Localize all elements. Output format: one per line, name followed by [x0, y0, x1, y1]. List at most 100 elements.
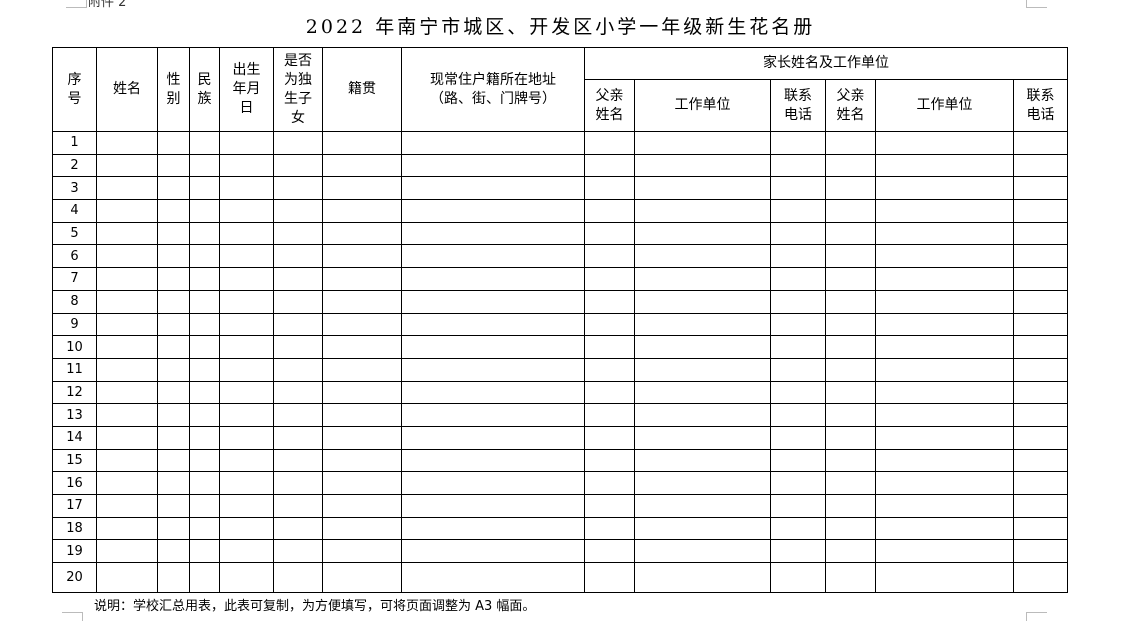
- table-cell[interactable]: [96, 539, 158, 564]
- table-cell[interactable]: [825, 357, 876, 382]
- table-cell[interactable]: [401, 221, 585, 246]
- table-cell[interactable]: [273, 403, 323, 427]
- table-cell[interactable]: [875, 425, 1014, 450]
- table-cell[interactable]: [96, 131, 158, 155]
- table-cell[interactable]: [189, 153, 220, 178]
- table-cell[interactable]: [219, 131, 274, 155]
- table-cell[interactable]: [219, 267, 274, 291]
- table-cell[interactable]: [825, 335, 876, 359]
- table-cell[interactable]: [1012, 289, 1069, 314]
- table-cell[interactable]: [157, 199, 190, 223]
- table-cell[interactable]: [825, 448, 876, 473]
- table-cell[interactable]: [322, 539, 402, 564]
- table-cell[interactable]: [584, 289, 635, 314]
- table-cell[interactable]: [1012, 380, 1069, 405]
- table-cell[interactable]: [825, 153, 876, 178]
- table-cell[interactable]: [1012, 131, 1069, 155]
- table-cell[interactable]: [634, 176, 771, 201]
- table-cell[interactable]: [875, 153, 1014, 178]
- table-cell[interactable]: [189, 267, 220, 291]
- table-cell[interactable]: [634, 312, 771, 337]
- table-cell[interactable]: [322, 562, 402, 594]
- table-cell[interactable]: [273, 312, 323, 337]
- table-cell[interactable]: [189, 403, 220, 427]
- table-cell[interactable]: [770, 403, 826, 427]
- table-cell[interactable]: [273, 357, 323, 382]
- table-cell[interactable]: [584, 221, 635, 246]
- table-cell[interactable]: [322, 516, 402, 541]
- table-cell[interactable]: [273, 335, 323, 359]
- table-cell[interactable]: [401, 448, 585, 473]
- table-cell[interactable]: [825, 471, 876, 495]
- table-cell[interactable]: [273, 244, 323, 269]
- table-cell[interactable]: [401, 153, 585, 178]
- table-cell[interactable]: [157, 425, 190, 450]
- table-cell[interactable]: [401, 289, 585, 314]
- table-cell[interactable]: [1012, 562, 1069, 594]
- table-cell[interactable]: [322, 289, 402, 314]
- table-cell[interactable]: [322, 131, 402, 155]
- table-cell[interactable]: [1012, 357, 1069, 382]
- table-cell[interactable]: [825, 221, 876, 246]
- table-cell[interactable]: [634, 244, 771, 269]
- table-cell[interactable]: [634, 153, 771, 178]
- table-cell[interactable]: [1012, 471, 1069, 495]
- table-cell[interactable]: [273, 176, 323, 201]
- table-cell[interactable]: [273, 516, 323, 541]
- table-cell[interactable]: [322, 494, 402, 518]
- table-cell[interactable]: [96, 425, 158, 450]
- table-cell[interactable]: [584, 403, 635, 427]
- table-cell[interactable]: [401, 335, 585, 359]
- table-cell[interactable]: [1012, 539, 1069, 564]
- table-cell[interactable]: [770, 312, 826, 337]
- table-cell[interactable]: [875, 335, 1014, 359]
- table-cell[interactable]: [157, 244, 190, 269]
- table-cell[interactable]: [273, 153, 323, 178]
- table-cell[interactable]: [825, 425, 876, 450]
- table-cell[interactable]: [219, 516, 274, 541]
- table-cell[interactable]: [875, 516, 1014, 541]
- table-cell[interactable]: [634, 403, 771, 427]
- table-cell[interactable]: [273, 425, 323, 450]
- table-cell[interactable]: [1012, 312, 1069, 337]
- table-cell[interactable]: [189, 562, 220, 594]
- table-cell[interactable]: [322, 244, 402, 269]
- table-cell[interactable]: [401, 471, 585, 495]
- table-cell[interactable]: [96, 267, 158, 291]
- table-cell[interactable]: [401, 176, 585, 201]
- table-cell[interactable]: [584, 380, 635, 405]
- table-cell[interactable]: [584, 267, 635, 291]
- table-cell[interactable]: [401, 131, 585, 155]
- table-cell[interactable]: [1012, 425, 1069, 450]
- table-cell[interactable]: [189, 357, 220, 382]
- table-cell[interactable]: [322, 335, 402, 359]
- table-cell[interactable]: [219, 403, 274, 427]
- table-cell[interactable]: [770, 199, 826, 223]
- table-cell[interactable]: [770, 267, 826, 291]
- table-cell[interactable]: [273, 562, 323, 594]
- table-cell[interactable]: [157, 471, 190, 495]
- table-cell[interactable]: [96, 562, 158, 594]
- table-cell[interactable]: [157, 221, 190, 246]
- table-cell[interactable]: [96, 516, 158, 541]
- table-cell[interactable]: [157, 357, 190, 382]
- table-cell[interactable]: [273, 494, 323, 518]
- table-cell[interactable]: [189, 516, 220, 541]
- table-cell[interactable]: [401, 312, 585, 337]
- table-cell[interactable]: [322, 471, 402, 495]
- table-cell[interactable]: [219, 562, 274, 594]
- table-cell[interactable]: [875, 403, 1014, 427]
- table-cell[interactable]: [401, 267, 585, 291]
- table-cell[interactable]: [157, 516, 190, 541]
- table-cell[interactable]: [401, 244, 585, 269]
- table-cell[interactable]: [584, 312, 635, 337]
- table-cell[interactable]: [157, 448, 190, 473]
- table-cell[interactable]: [219, 471, 274, 495]
- table-cell[interactable]: [322, 312, 402, 337]
- table-cell[interactable]: [634, 380, 771, 405]
- table-cell[interactable]: [219, 357, 274, 382]
- table-cell[interactable]: [770, 289, 826, 314]
- table-cell[interactable]: [770, 131, 826, 155]
- table-cell[interactable]: [273, 221, 323, 246]
- table-cell[interactable]: [634, 494, 771, 518]
